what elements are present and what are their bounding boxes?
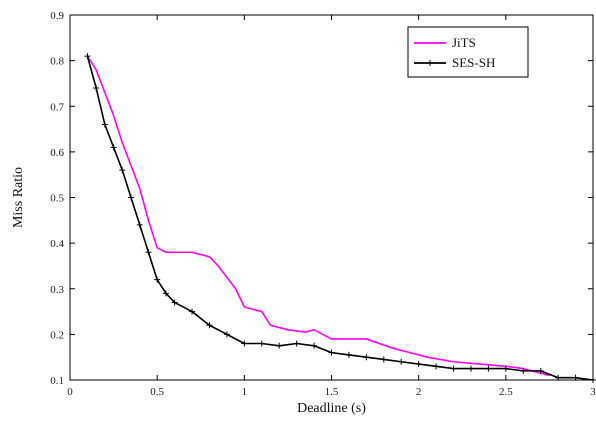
y-tick-label: 0.3 xyxy=(50,284,64,296)
legend: JiTS SES-SH xyxy=(407,26,529,78)
data-point-marker xyxy=(398,358,405,365)
x-tick-label: 1.5 xyxy=(325,386,339,398)
legend-label: SES-SH xyxy=(452,55,495,70)
x-tick-label: 2.5 xyxy=(499,386,513,398)
x-tick-label: 3 xyxy=(590,386,596,398)
data-point-marker xyxy=(276,342,283,349)
data-point-marker xyxy=(206,322,213,329)
data-point-marker xyxy=(572,374,579,381)
data-point-marker xyxy=(363,354,370,361)
legend-box xyxy=(407,26,529,78)
data-point-marker xyxy=(241,340,248,347)
y-tick-label: 0.4 xyxy=(50,238,64,250)
data-point-marker xyxy=(345,351,352,358)
data-point-marker xyxy=(467,365,474,372)
data-point-marker xyxy=(171,299,178,306)
data-point-marker xyxy=(520,367,527,374)
y-tick-label: 0.8 xyxy=(50,56,64,68)
data-point-marker xyxy=(119,167,126,174)
series-line-jits xyxy=(86,55,550,377)
data-point-marker xyxy=(450,365,457,372)
y-tick-label: 0.6 xyxy=(50,147,64,159)
data-point-marker xyxy=(189,308,196,315)
y-tick-label: 0.7 xyxy=(50,101,64,113)
data-point-marker xyxy=(415,361,422,368)
x-axis-label: Deadline (s) xyxy=(297,401,366,416)
y-axis-label: Miss Ratio xyxy=(11,167,26,228)
data-point-marker xyxy=(502,365,509,372)
data-point-marker xyxy=(101,121,108,128)
data-point-marker xyxy=(433,363,440,370)
x-tick-label: 2 xyxy=(416,386,422,398)
data-point-marker xyxy=(93,85,100,91)
legend-marker xyxy=(427,60,433,66)
data-point-marker xyxy=(110,144,117,151)
data-point-marker xyxy=(485,365,492,372)
data-point-marker xyxy=(258,340,265,347)
data-point-marker xyxy=(311,342,318,349)
data-point-marker xyxy=(136,221,143,228)
legend-label: JiTS xyxy=(452,35,476,50)
data-point-marker xyxy=(380,356,387,363)
y-tick-label: 0.9 xyxy=(50,10,64,22)
data-point-marker xyxy=(162,290,169,297)
data-point-marker xyxy=(555,374,562,381)
y-tick-label: 0.2 xyxy=(50,329,64,341)
data-point-marker xyxy=(128,194,135,201)
x-tick-label: 0.5 xyxy=(150,386,164,398)
data-point-marker xyxy=(537,367,544,374)
y-tick-label: 0.1 xyxy=(50,375,64,387)
data-point-marker xyxy=(293,340,300,347)
data-point-marker xyxy=(154,276,161,283)
series-layer xyxy=(84,53,596,383)
data-point-marker xyxy=(84,53,91,60)
data-point-marker xyxy=(145,249,152,256)
data-point-marker xyxy=(223,331,230,338)
x-tick-label: 0 xyxy=(67,386,73,398)
data-point-marker xyxy=(328,349,335,356)
data-point-marker xyxy=(590,377,596,383)
x-tick-label: 1 xyxy=(242,386,248,398)
y-tick-label: 0.5 xyxy=(50,193,64,205)
